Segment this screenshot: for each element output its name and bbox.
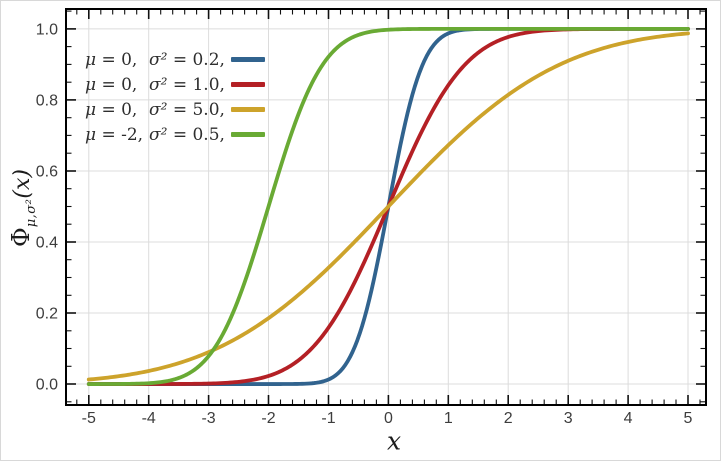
- y-tick-label: 1.0: [36, 21, 58, 38]
- legend-sigma-value: = 0.5,: [172, 124, 225, 145]
- legend-sigma-value: = 1.0,: [172, 74, 225, 95]
- y-tick-label: 0.8: [36, 92, 58, 109]
- x-tick-label: 5: [684, 410, 693, 427]
- legend: μ = 0, σ² = 0.2, μ = 0, σ² = 1.0, μ = 0,…: [85, 47, 265, 147]
- legend-sigma-value: = 5.0,: [172, 99, 225, 120]
- legend-item: μ = 0, σ² = 1.0,: [85, 72, 265, 97]
- y-axis-label-arg: (x): [10, 169, 35, 199]
- plot-frame: [65, 8, 707, 406]
- y-tick-label: 0.2: [36, 306, 58, 323]
- legend-sigma-symbol: σ²: [149, 74, 168, 95]
- legend-sigma-symbol: σ²: [149, 124, 168, 145]
- curve-μ = 0, σ² = 5.0: [86, 31, 690, 382]
- legend-color-swatch: [231, 57, 265, 62]
- y-tick-label: 0.0: [36, 377, 58, 394]
- x-tick-label: 3: [564, 410, 573, 427]
- legend-mu-symbol: μ: [85, 124, 97, 145]
- curve-μ = -2, σ² = 0.5: [86, 26, 690, 386]
- legend-sigma-value: = 0.2,: [172, 49, 225, 70]
- x-axis-label: x: [386, 426, 402, 456]
- y-axis-label-phi: Φ: [7, 227, 35, 247]
- legend-color-swatch: [231, 82, 265, 87]
- x-tick-label: -3: [201, 410, 215, 427]
- legend-mu-value: = 0,: [101, 74, 138, 95]
- x-tick-label: -1: [321, 410, 335, 427]
- y-tick-label: 0.6: [36, 164, 58, 181]
- legend-item: μ = 0, σ² = 0.2,: [85, 47, 265, 72]
- x-tick-label: -5: [82, 410, 96, 427]
- x-tick-label: 0: [384, 410, 393, 427]
- legend-mu-value: = 0,: [101, 49, 138, 70]
- x-tick-label: 1: [444, 410, 453, 427]
- legend-color-swatch: [231, 132, 265, 137]
- x-tick-label: 2: [504, 410, 513, 427]
- x-tick-label: -4: [142, 410, 156, 427]
- legend-item: μ = 0, σ² = 5.0,: [85, 97, 265, 122]
- legend-mu-value: = 0,: [101, 99, 138, 120]
- y-axis-label: Φμ,σ²(x): [7, 169, 39, 247]
- legend-mu-symbol: μ: [85, 74, 97, 95]
- x-tick-label: 4: [624, 410, 633, 427]
- legend-mu-symbol: μ: [85, 49, 97, 70]
- y-tick-label: 0.4: [36, 235, 58, 252]
- legend-color-swatch: [231, 107, 265, 112]
- legend-sigma-symbol: σ²: [149, 99, 168, 120]
- legend-mu-symbol: μ: [85, 99, 97, 120]
- legend-mu-value: = -2,: [101, 124, 144, 145]
- legend-sigma-symbol: σ²: [149, 49, 168, 70]
- x-tick-label: -2: [261, 410, 275, 427]
- y-axis-label-subscript: μ,σ²: [24, 198, 39, 228]
- legend-item: μ = -2, σ² = 0.5,: [85, 122, 265, 147]
